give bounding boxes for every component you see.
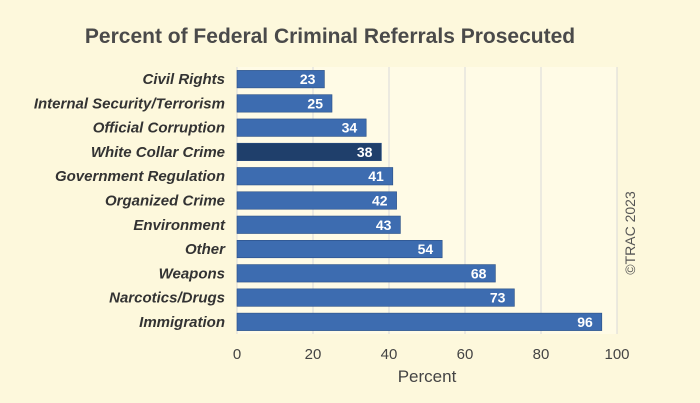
credit-text: ©TRAC 2023	[622, 191, 638, 275]
bar	[236, 70, 325, 89]
bar-value-label: 43	[376, 217, 392, 233]
category-label: Other	[185, 241, 226, 258]
bar-value-label: 68	[471, 265, 487, 281]
category-label: Internal Security/Terrorism	[34, 95, 225, 112]
bar	[236, 94, 333, 113]
bar	[236, 118, 367, 137]
category-label: Narcotics/Drugs	[109, 290, 225, 307]
bar-value-label: 96	[577, 314, 593, 330]
x-tick-label: 80	[533, 346, 550, 363]
bar-value-label: 25	[307, 95, 323, 111]
category-label: Civil Rights	[142, 71, 225, 88]
x-tick-label: 20	[305, 346, 322, 363]
category-label: White Collar Crime	[91, 144, 225, 161]
x-tick-label: 100	[604, 346, 629, 363]
bar-value-label: 73	[490, 290, 506, 306]
chart-title: Percent of Federal Criminal Referrals Pr…	[85, 25, 575, 48]
category-label: Environment	[133, 217, 226, 234]
category-label: Government Regulation	[55, 168, 225, 185]
bar-value-label: 23	[300, 71, 316, 87]
bar	[236, 288, 515, 307]
category-labels: Civil Rights Internal Security/Terrorism O…	[34, 71, 226, 331]
bar	[236, 240, 443, 259]
bar	[236, 312, 603, 331]
bar-value-label: 54	[418, 241, 434, 257]
bar	[236, 142, 382, 161]
x-tick-labels: 0 20 40 60 80 100	[233, 346, 630, 363]
bar-value-label: 41	[368, 168, 384, 184]
bar	[236, 264, 496, 283]
category-label: Weapons	[159, 265, 225, 282]
bar	[236, 167, 394, 186]
category-label: Official Corruption	[93, 120, 225, 137]
x-tick-label: 0	[233, 346, 241, 363]
category-label: Organized Crime	[105, 193, 225, 210]
bar-value-label: 42	[372, 193, 388, 209]
bar	[236, 191, 397, 210]
bar	[236, 215, 401, 234]
x-tick-label: 40	[381, 346, 398, 363]
category-label: Immigration	[139, 314, 225, 331]
x-tick-label: 60	[457, 346, 474, 363]
bar-value-label: 38	[357, 144, 373, 160]
bar-value-label: 34	[342, 120, 358, 136]
x-axis-label: Percent	[398, 367, 457, 386]
